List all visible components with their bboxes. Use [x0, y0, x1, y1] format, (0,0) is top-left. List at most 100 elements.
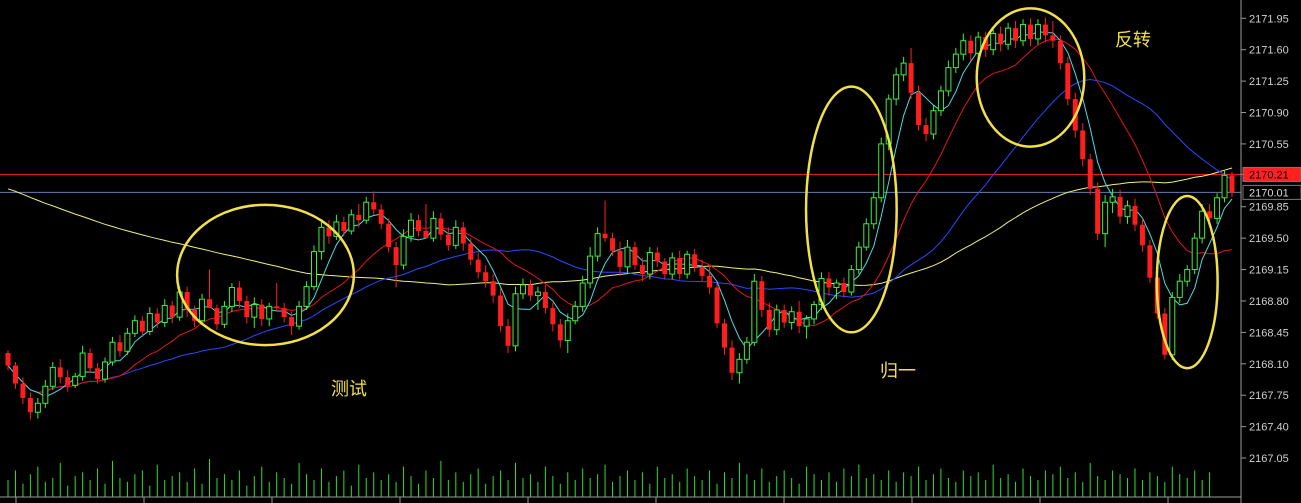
candle-body: [534, 291, 541, 297]
candle: [564, 313, 571, 354]
candle: [259, 299, 265, 327]
volume-bar: [761, 468, 763, 497]
candle: [893, 67, 900, 106]
candle: [811, 300, 818, 325]
candle-body: [893, 74, 900, 100]
candle: [1057, 35, 1063, 70]
candle: [356, 204, 362, 228]
candle-body: [878, 143, 885, 199]
volume-bar: [14, 470, 16, 497]
candle-body: [1139, 224, 1145, 246]
candle: [131, 315, 138, 337]
volume-bar: [694, 476, 696, 497]
candle-body: [483, 272, 489, 282]
candle: [699, 259, 705, 282]
candle-body: [1124, 205, 1131, 218]
volume-bar: [910, 476, 912, 497]
candle-body: [669, 257, 676, 275]
candle: [721, 318, 727, 355]
candle-body: [527, 284, 533, 296]
candle-body: [326, 227, 332, 237]
candle: [855, 241, 862, 275]
candle: [505, 318, 511, 354]
candle: [363, 196, 370, 224]
volume-bar: [97, 468, 99, 497]
candle: [386, 218, 392, 253]
volume-bar: [350, 485, 352, 497]
candle: [527, 279, 533, 301]
volume-bar: [1000, 478, 1002, 497]
candle-body: [736, 358, 743, 374]
candle: [923, 117, 929, 142]
candle: [714, 283, 720, 328]
price-tick-label: 2168.45: [1249, 327, 1289, 339]
candle-body: [639, 265, 645, 275]
volume-bar: [813, 474, 815, 497]
candle-body: [617, 250, 623, 267]
candle: [452, 220, 459, 249]
candle: [684, 250, 691, 279]
volume-bar: [1194, 470, 1196, 497]
volume-bar: [440, 460, 442, 497]
candle: [341, 216, 347, 237]
candle-body: [311, 251, 317, 288]
candle: [677, 250, 683, 280]
candle-body: [743, 341, 750, 360]
volume-bar: [380, 479, 382, 497]
candle-body: [296, 305, 303, 327]
volume-bar: [335, 476, 337, 497]
candle-body: [289, 317, 295, 327]
volume-bar: [216, 478, 218, 497]
candle: [274, 283, 280, 312]
candle: [1162, 308, 1168, 360]
candle-body: [654, 252, 660, 262]
candle: [184, 286, 190, 318]
candle-body: [759, 281, 765, 310]
candle: [12, 362, 18, 389]
volume-bar: [962, 470, 964, 497]
candle: [662, 257, 668, 280]
candle: [916, 85, 922, 131]
volume-bar: [328, 481, 330, 497]
candle: [57, 359, 63, 384]
candle: [483, 265, 489, 288]
annotation-reversal-circle: [975, 7, 1086, 148]
candle-body: [1214, 197, 1221, 219]
candle-body: [221, 305, 228, 325]
candle: [42, 379, 49, 408]
candle: [423, 204, 429, 239]
candle: [1176, 274, 1183, 303]
candle: [79, 345, 86, 381]
volume-bar: [582, 468, 584, 497]
volume-bar: [671, 474, 673, 497]
volume-bar: [567, 472, 569, 497]
candle-body: [714, 287, 720, 324]
candle: [72, 372, 79, 389]
candle-body: [923, 125, 929, 135]
volume-bar: [291, 483, 293, 497]
candle-body: [490, 281, 496, 296]
volume-bar: [1104, 479, 1106, 497]
candle-body: [707, 275, 713, 288]
volume-bar: [1209, 472, 1211, 497]
candle-body: [773, 309, 780, 331]
candle: [146, 307, 153, 336]
volume-bar: [783, 470, 785, 497]
volume-bar: [417, 483, 419, 497]
candle-body: [564, 320, 571, 341]
candle-body: [154, 313, 160, 323]
volume-bar: [231, 479, 233, 497]
candle-body: [184, 292, 190, 310]
volume-bar: [791, 478, 793, 497]
volume-bar: [574, 479, 576, 497]
candle-body: [281, 308, 287, 318]
candle-body: [572, 305, 579, 322]
candle-body: [1027, 24, 1033, 39]
candle-body: [244, 300, 250, 318]
volume-bar: [22, 483, 24, 497]
candle: [244, 295, 250, 324]
candle: [95, 362, 101, 384]
price-tick-label: 2169.15: [1249, 265, 1289, 277]
volume-bar: [1059, 466, 1061, 497]
candle-body: [341, 222, 347, 231]
